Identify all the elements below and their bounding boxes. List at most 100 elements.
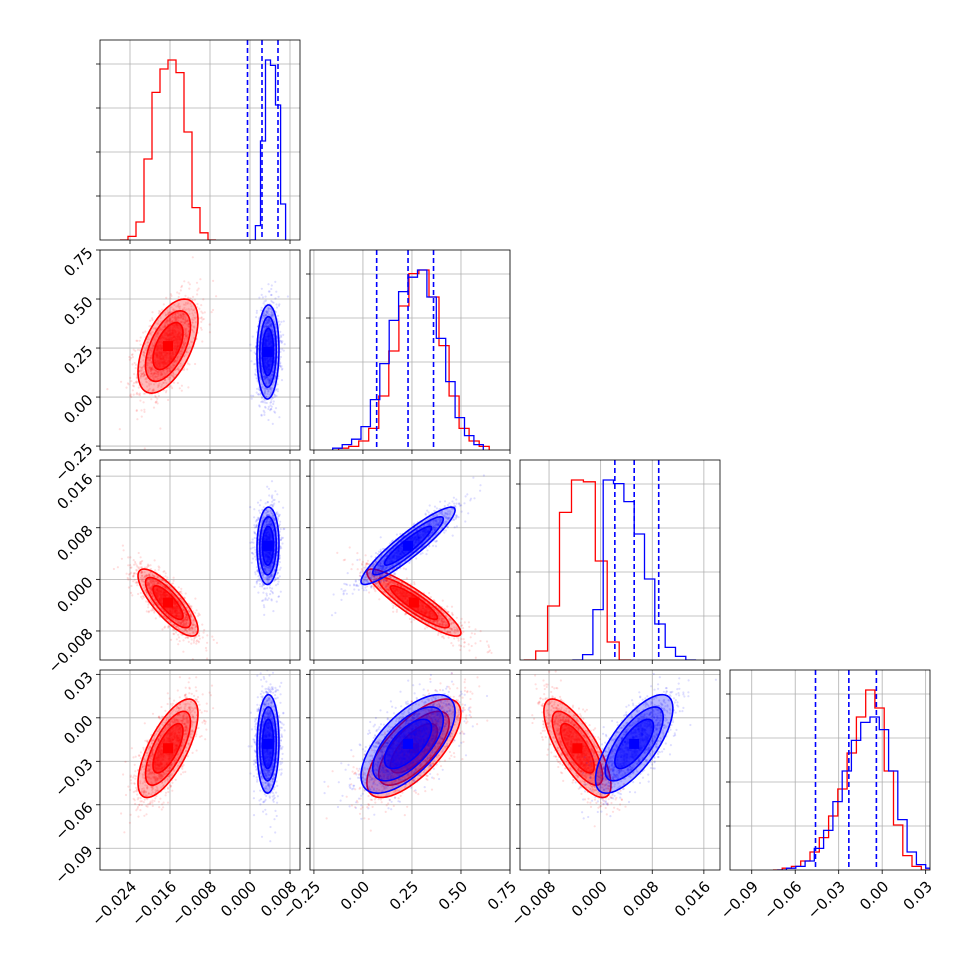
series-0-point <box>149 581 152 585</box>
series-0-point <box>185 331 188 335</box>
series-0-point <box>160 328 163 331</box>
series-1-point <box>267 390 270 393</box>
series-0-point <box>144 349 147 352</box>
series-0-point <box>193 309 196 312</box>
series-0-point <box>183 322 187 325</box>
series-0-point <box>157 374 160 377</box>
series-0-point <box>176 599 179 602</box>
series-1-point <box>270 310 273 313</box>
series-0-point <box>186 616 190 620</box>
series-1-point <box>269 375 272 378</box>
series-0-point <box>140 580 143 583</box>
series-0-point <box>154 401 157 404</box>
series-0-point <box>154 375 157 378</box>
series-0-point <box>140 595 143 599</box>
series-0-point <box>140 366 143 370</box>
series-1-point <box>277 295 280 298</box>
series-0-point <box>187 386 190 389</box>
series-1-point <box>275 394 278 397</box>
series-1-point <box>263 375 266 378</box>
series-1-point <box>264 502 267 505</box>
series-0-point <box>186 336 189 339</box>
series-1-hist <box>332 250 484 450</box>
series-0-point <box>185 613 188 616</box>
series-0-point <box>200 320 203 323</box>
series-0-point <box>150 609 153 612</box>
series-0-point <box>194 311 197 314</box>
series-0-point <box>133 373 136 376</box>
series-1-point <box>278 364 282 367</box>
series-0-point <box>183 623 186 626</box>
series-0-point <box>183 343 186 346</box>
series-0-point <box>149 368 152 371</box>
series-0-point <box>129 564 132 567</box>
series-0-point <box>138 365 141 368</box>
series-0-point <box>148 359 151 362</box>
series-0-point <box>171 308 174 311</box>
series-0-point <box>212 279 215 282</box>
series-0-point <box>140 409 143 412</box>
series-0-point <box>169 376 172 379</box>
series-0-point <box>175 318 178 321</box>
series-0-point <box>191 321 194 324</box>
series-0-point <box>163 326 166 329</box>
series-0-point <box>182 620 185 623</box>
series-1-point <box>275 330 278 333</box>
series-1-point <box>264 401 267 404</box>
series-0-point <box>150 581 153 584</box>
series-1-point <box>264 376 267 379</box>
series-1-point <box>263 390 266 394</box>
series-0-point <box>153 559 156 562</box>
series-1-point <box>268 290 271 293</box>
series-1-point <box>266 598 269 602</box>
series-0-point <box>186 362 189 365</box>
series-0-point <box>182 600 185 604</box>
series-1-point <box>275 290 278 293</box>
series-0-point <box>137 551 140 555</box>
series-1-point <box>263 377 266 380</box>
series-0-point <box>215 641 219 645</box>
series-0-point <box>159 374 162 377</box>
series-0-point <box>125 572 128 575</box>
series-0-point <box>120 557 123 560</box>
series-1-point <box>280 365 283 368</box>
series-0-point <box>180 621 183 624</box>
series-0-point <box>143 408 146 411</box>
series-0-point <box>148 382 151 385</box>
series-1-point <box>279 340 282 343</box>
series-0-point <box>135 409 138 413</box>
series-0-point <box>136 381 139 384</box>
series-0-point <box>147 351 151 354</box>
series-0-point <box>116 566 119 569</box>
series-0-point <box>185 319 188 322</box>
series-0-point <box>184 318 187 321</box>
series-0-point <box>184 337 187 340</box>
series-0-point <box>182 343 186 346</box>
series-0-point <box>150 592 154 595</box>
series-0-point <box>169 297 172 300</box>
series-0-point <box>154 375 157 378</box>
series-0-point <box>150 586 153 589</box>
series-0-point <box>132 382 136 385</box>
series-0-point <box>155 372 158 375</box>
series-0-point <box>151 579 154 583</box>
series-0-point <box>211 635 214 638</box>
series-1-point <box>263 377 266 380</box>
series-0-point <box>190 614 193 618</box>
series-0-point <box>197 640 200 643</box>
series-0-point <box>145 566 148 569</box>
series-0-point <box>154 569 157 572</box>
series-1-point <box>269 391 272 394</box>
series-0-point <box>170 316 174 319</box>
series-0-scatter <box>106 256 218 450</box>
series-0-point <box>154 372 157 375</box>
series-0-point <box>140 415 143 418</box>
series-0-point <box>171 364 174 367</box>
series-0-point <box>183 321 186 324</box>
series-0-point <box>201 636 204 639</box>
series-0-point <box>134 560 137 564</box>
series-0-point <box>120 380 123 383</box>
series-0-point <box>150 368 153 371</box>
series-0-point <box>188 603 191 606</box>
series-0-point <box>180 316 183 319</box>
